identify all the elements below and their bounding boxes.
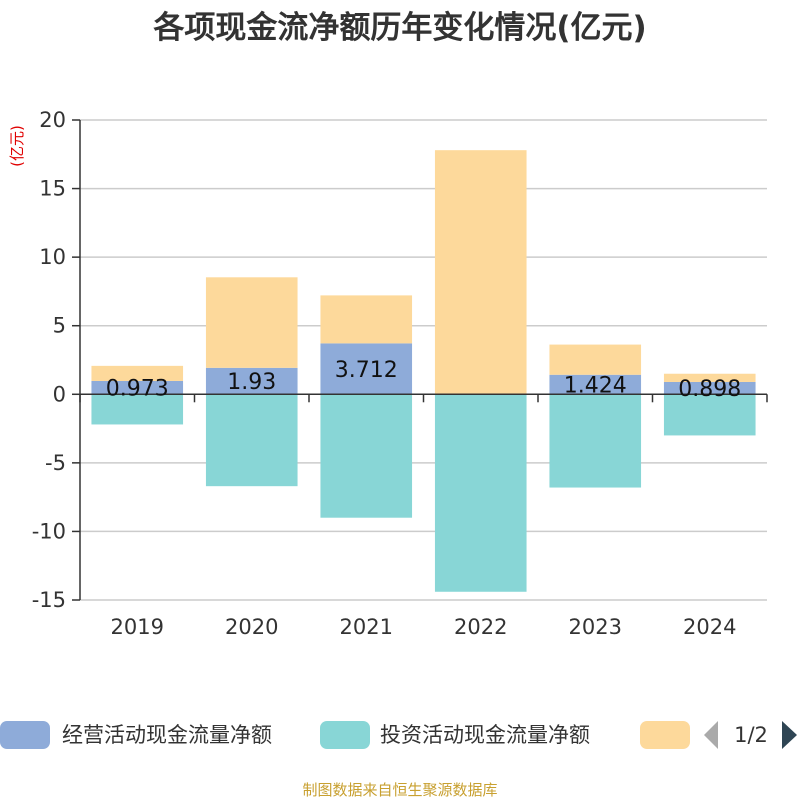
legend-item[interactable] (640, 721, 690, 749)
data-labels: 0.973 1.93 3.712 1.424 0.898 (106, 358, 741, 402)
legend-swatch (0, 721, 50, 749)
legend-item[interactable]: 经营活动现金流量净额 (0, 721, 272, 749)
bar-2022-s2 (434, 150, 527, 395)
y-tick-label: -15 (32, 588, 66, 612)
y-tick-label: 5 (53, 314, 66, 338)
x-tick-label: 2024 (683, 615, 736, 639)
x-tick-label: 2021 (340, 615, 393, 639)
bar-2020-s2 (205, 277, 298, 368)
y-tick-label: 0 (53, 382, 66, 406)
bar-2021-s2 (320, 295, 413, 344)
y-tick-label: -10 (32, 519, 66, 543)
bar-2023-s2 (549, 344, 642, 375)
bar-2021-s1 (320, 394, 413, 518)
data-label-2021: 3.712 (335, 358, 398, 383)
next-page-icon[interactable] (782, 721, 797, 749)
bar-2019-s1 (91, 394, 184, 425)
grid-lines (80, 119, 767, 601)
bars (91, 150, 756, 592)
bar-2023-s0 (549, 374, 642, 395)
data-label-2024: 0.898 (678, 377, 741, 402)
x-tick-label: 2020 (225, 615, 278, 639)
y-tick-label: -5 (45, 451, 66, 475)
x-tick-label: 2019 (111, 615, 164, 639)
legend-pager: 1/2 (704, 721, 797, 749)
bar-2021-s0 (320, 343, 413, 395)
data-label-2023: 1.424 (564, 374, 627, 399)
bar-2020-s1 (205, 394, 298, 487)
x-axis (79, 393, 768, 403)
x-axis-ticks: 2019 2020 2021 2022 2023 2024 (111, 615, 737, 639)
legend: 经营活动现金流量净额 投资活动现金流量净额 (0, 721, 690, 749)
bar-2020-s0 (205, 367, 298, 395)
legend-page-indicator: 1/2 (734, 723, 768, 747)
bar-2019-s2 (91, 365, 184, 381)
bar-2024-s1 (663, 394, 756, 436)
bar-2019-s0 (91, 380, 184, 395)
bar-2022-s1 (434, 394, 527, 592)
source-note: 制图数据来自恒生聚源数据库 (302, 781, 497, 799)
x-tick-label: 2022 (454, 615, 507, 639)
y-tick-label: 10 (39, 245, 66, 269)
y-unit-label: (亿元) (8, 125, 26, 167)
bar-2023-s1 (549, 394, 642, 488)
legend-item[interactable]: 投资活动现金流量净额 (320, 721, 590, 749)
data-label-2019: 0.973 (106, 377, 169, 402)
data-label-2020: 1.93 (227, 370, 276, 395)
y-tick-label: 20 (39, 108, 66, 132)
bar-2024-s0 (663, 381, 756, 395)
chart-title: 各项现金流净额历年变化情况(亿元) (152, 10, 646, 46)
prev-page-icon[interactable] (704, 721, 718, 749)
bar-2024-s2 (663, 373, 756, 382)
x-tick-label: 2023 (569, 615, 622, 639)
legend-swatch (320, 721, 370, 749)
legend-label: 投资活动现金流量净额 (380, 723, 590, 747)
legend-label: 经营活动现金流量净额 (62, 723, 272, 747)
y-axis-ticks: -15 -10 -5 0 5 10 15 20 (32, 108, 81, 612)
legend-swatch (640, 721, 690, 749)
y-tick-label: 15 (39, 177, 66, 201)
